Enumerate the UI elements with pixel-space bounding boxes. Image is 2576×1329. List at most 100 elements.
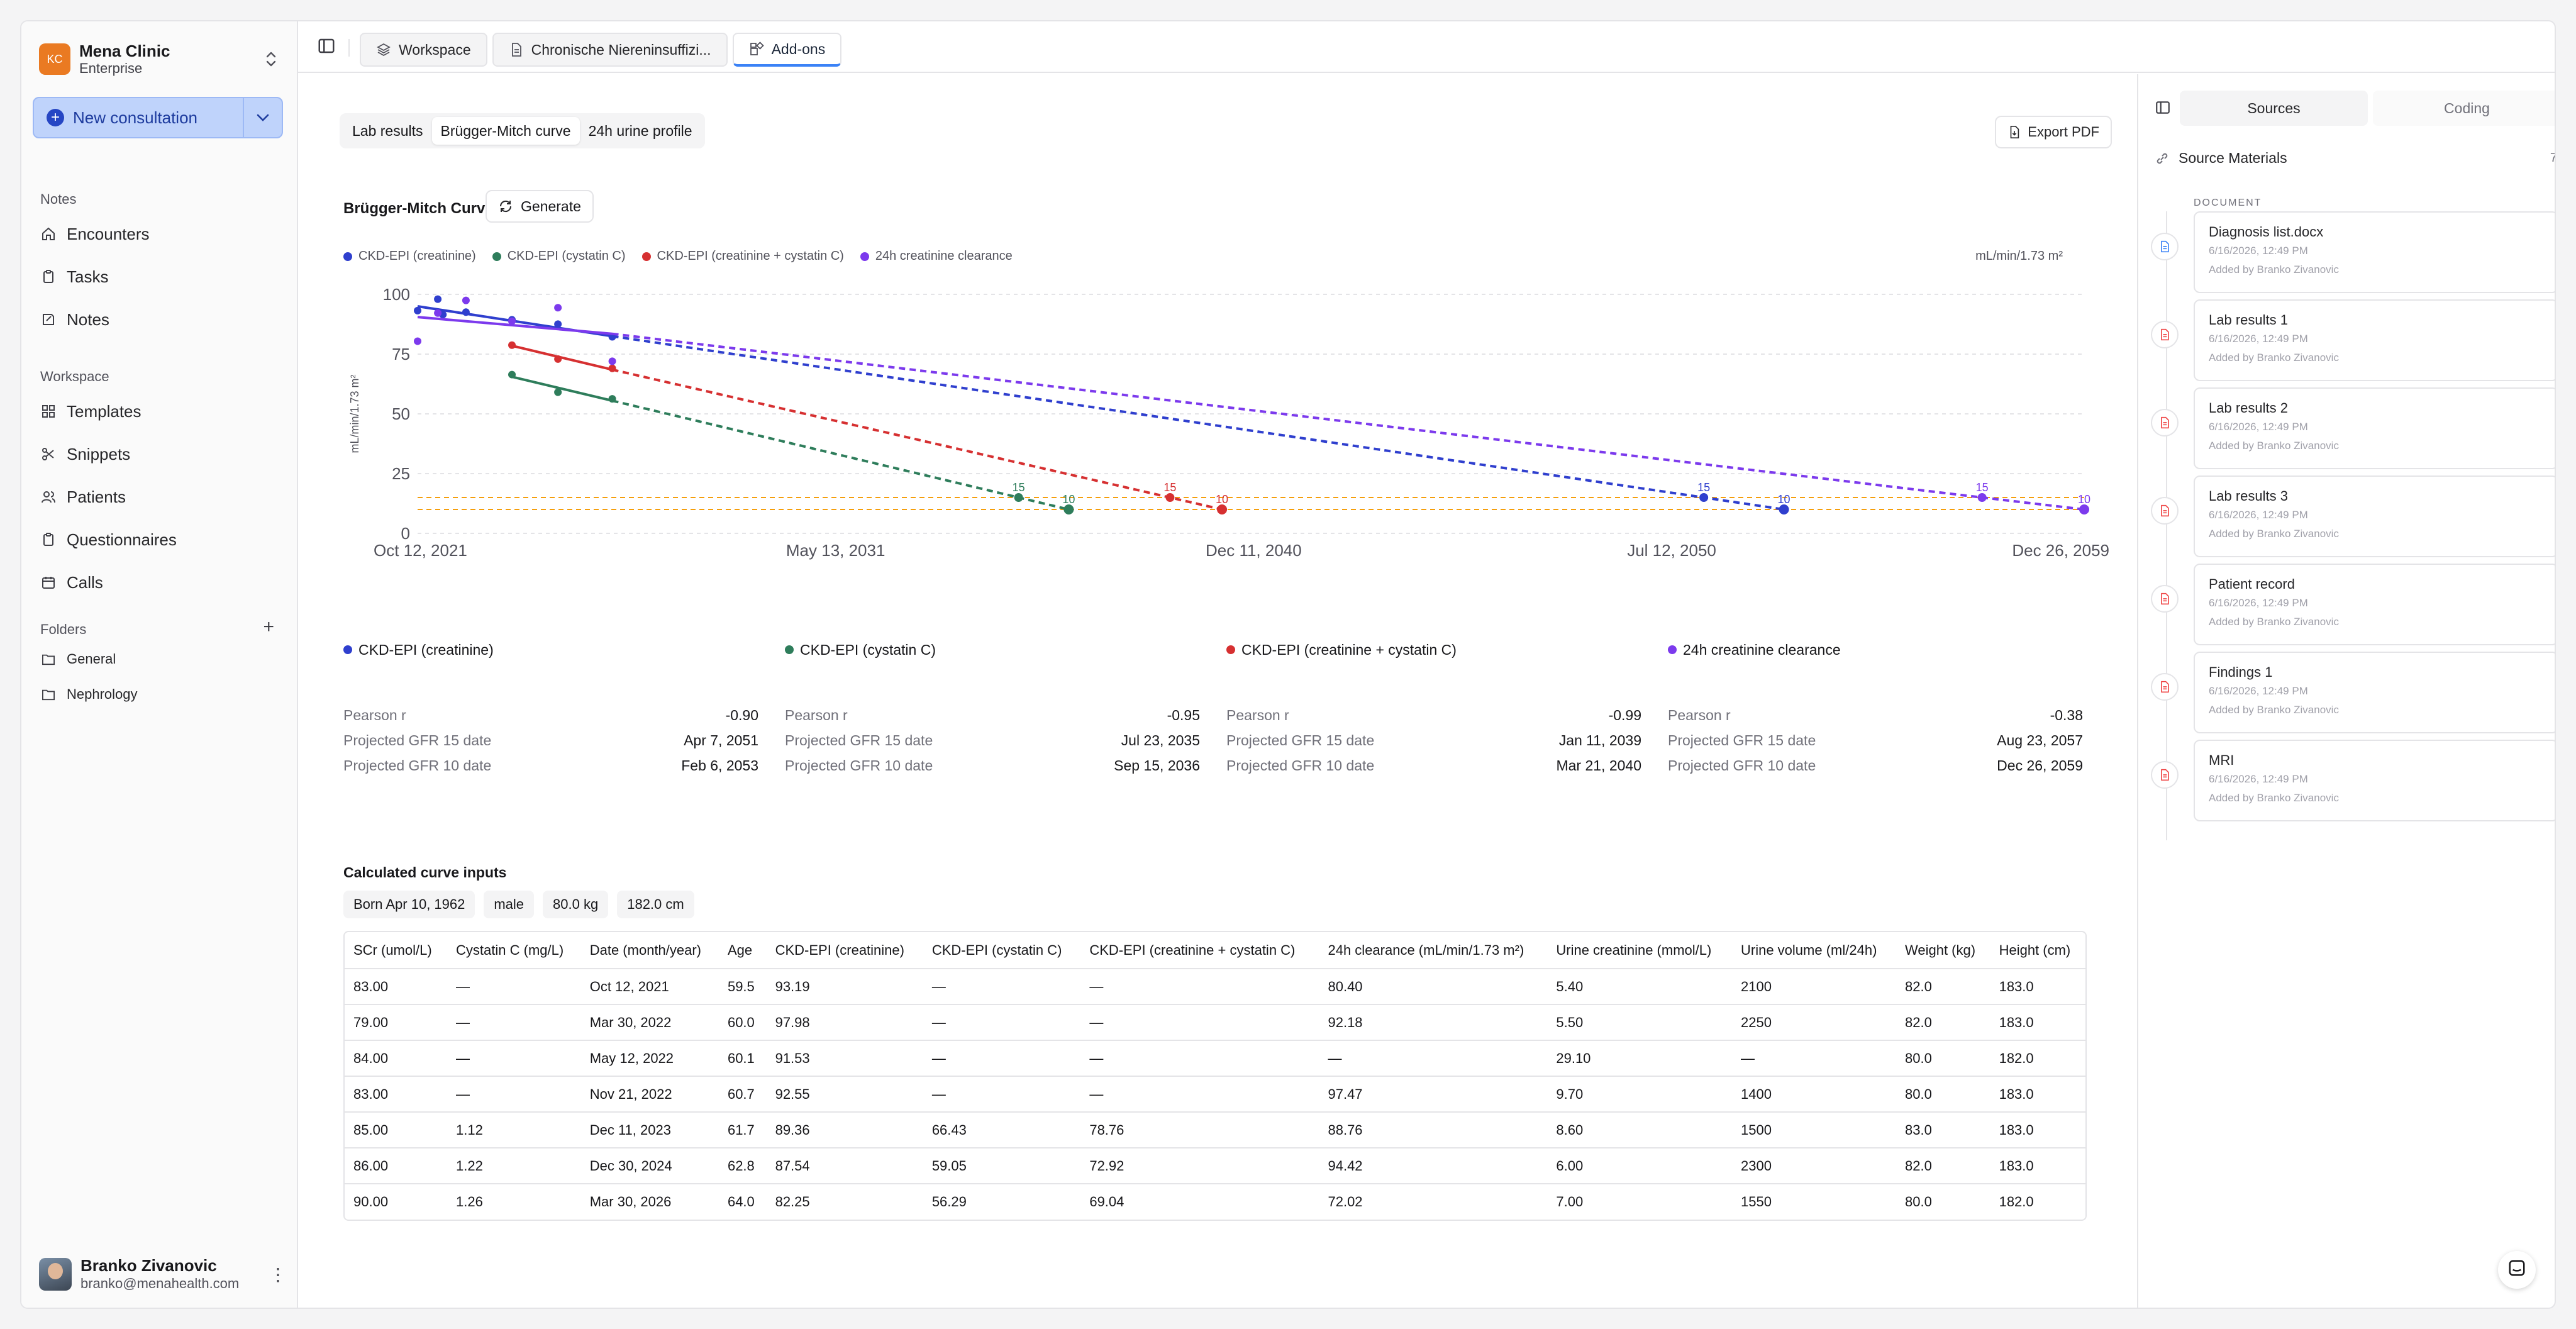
table-cell: 94.42	[1319, 1148, 1548, 1184]
table-cell: 79.00	[345, 1004, 448, 1041]
table-cell: —	[1080, 969, 1319, 1005]
source-card[interactable]: Patient record 6/16/2026, 12:49 PM Added b…	[2194, 564, 2555, 645]
nav-item-encounters[interactable]: Encounters	[40, 219, 279, 249]
new-consultation-main[interactable]: + New consultation	[34, 98, 243, 137]
projection-10-marker	[1063, 504, 1074, 514]
source-added-by: Added by Branko Zivanovic	[2209, 792, 2339, 804]
table-cell: —	[1080, 1076, 1319, 1113]
more-vertical-icon[interactable]: ⋮	[269, 1264, 287, 1284]
nav-label: Patients	[67, 487, 126, 506]
nav-item-calls[interactable]: Calls	[40, 567, 279, 598]
folder-label: General	[67, 651, 116, 667]
folder-item-general[interactable]: General	[40, 644, 279, 674]
export-pdf-button[interactable]: Export PDF	[1995, 116, 2112, 148]
subtab-24h-urine-profile[interactable]: 24h urine profile	[588, 122, 692, 139]
nav-item-questionnaires[interactable]: Questionnaires	[40, 525, 279, 555]
docx-icon	[2151, 233, 2179, 260]
org-plan: Enterprise	[79, 60, 143, 76]
scissors-icon	[40, 446, 57, 462]
tab-coding[interactable]: Coding	[2373, 91, 2555, 126]
nav-item-notes[interactable]: Notes	[40, 304, 279, 335]
chat-launcher-button[interactable]	[2498, 1251, 2536, 1289]
data-point	[462, 296, 470, 304]
table-cell: 93.19	[766, 969, 923, 1005]
chip-height: 182.0 cm	[617, 891, 694, 918]
table-cell: 1550	[1741, 1194, 1772, 1209]
table-cell: 182.0	[1999, 1194, 2034, 1209]
table-cell: 183.0	[1990, 1112, 2085, 1148]
source-title: Findings 1	[2209, 664, 2273, 680]
table-cell: Oct 12, 2021	[580, 969, 719, 1005]
nav-item-tasks[interactable]: Tasks	[40, 262, 279, 292]
chevron-updown-icon[interactable]	[262, 47, 280, 72]
tab-chronische-niereninsuffizienz[interactable]: Chronische Niereninsuffizi...	[492, 33, 728, 67]
plus-circle-icon: +	[47, 109, 64, 126]
org-switcher[interactable]: KC Mena Clinic Enterprise	[39, 40, 280, 78]
source-card[interactable]: Diagnosis list.docx 6/16/2026, 12:49 PM Ad…	[2194, 211, 2555, 293]
data-point	[508, 317, 516, 325]
nav-item-templates[interactable]: Templates	[40, 396, 279, 426]
series-projection-line	[612, 332, 2085, 511]
table-cell: 72.02	[1328, 1194, 1363, 1209]
add-folder-plus-icon[interactable]: +	[263, 616, 274, 637]
folder-icon	[40, 651, 57, 667]
tab-label: Chronische Niereninsuffizi...	[531, 41, 711, 58]
source-card[interactable]: Lab results 3 6/16/2026, 12:49 PM Added by…	[2194, 475, 2555, 557]
table-cell: —	[923, 1004, 1081, 1041]
table-cell: 1.26	[456, 1194, 483, 1209]
chevron-down-icon[interactable]	[243, 98, 282, 137]
nav-item-snippets[interactable]: Snippets	[40, 439, 279, 469]
table-cell: 83.00	[345, 969, 448, 1005]
source-card[interactable]: Lab results 2 6/16/2026, 12:49 PM Added by…	[2194, 387, 2555, 469]
table-cell: 89.36	[766, 1112, 923, 1148]
stat-pearson: -0.38	[2050, 707, 2083, 723]
sidebar-toggle-icon[interactable]	[317, 36, 337, 57]
source-card[interactable]: MRI 6/16/2026, 12:49 PM Added by Branko Zi…	[2194, 740, 2555, 821]
folder-item-nephrology[interactable]: Nephrology	[40, 679, 279, 709]
stat-gfr15: Aug 23, 2057	[1997, 732, 2083, 748]
table-cell: 82.0	[1896, 1148, 1990, 1184]
table-cell: 85.00	[345, 1112, 448, 1148]
export-label: Export PDF	[2028, 124, 2099, 140]
org-name: Mena Clinic	[79, 42, 170, 60]
source-date: 6/16/2026, 12:49 PM	[2209, 509, 2308, 521]
table-cell: —	[447, 1004, 581, 1041]
grid-icon	[40, 403, 57, 420]
source-card[interactable]: Findings 1 6/16/2026, 12:49 PM Added by Br…	[2194, 652, 2555, 733]
table-cell: Mar 30, 2022	[580, 1004, 719, 1041]
home-icon	[40, 226, 57, 242]
table-cell: 97.47	[1319, 1076, 1548, 1113]
source-title: Diagnosis list.docx	[2209, 224, 2324, 240]
new-consultation-button[interactable]: + New consultation	[33, 97, 283, 138]
panel-toggle-icon[interactable]	[2155, 99, 2172, 117]
source-count: 7	[2550, 151, 2555, 165]
tab-workspace[interactable]: Workspace	[360, 33, 487, 67]
nav-item-patients[interactable]: Patients	[40, 482, 279, 512]
tab-add-ons[interactable]: Add-ons	[732, 33, 842, 67]
user-menu[interactable]: Branko Zivanovic branko@menahealth.com ⋮	[39, 1252, 287, 1296]
chip-born: Born Apr 10, 1962	[343, 891, 475, 918]
stats-series-name: 24h creatinine clearance	[1683, 641, 1841, 658]
source-date: 6/16/2026, 12:49 PM	[2209, 421, 2308, 433]
table-cell: 62.8	[718, 1148, 767, 1184]
tab-sources[interactable]: Sources	[2180, 91, 2368, 126]
generate-button[interactable]: Generate	[486, 190, 594, 223]
avatar	[39, 1258, 72, 1291]
table-row: 83.00— Nov 21, 2022 60.7 92.55— —97.47 9.70 14…	[345, 1076, 2085, 1113]
source-date: 6/16/2026, 12:49 PM	[2209, 773, 2308, 785]
table-cell: May 12, 2022	[580, 1040, 719, 1077]
data-point	[508, 370, 516, 379]
data-point	[554, 388, 562, 396]
data-point	[434, 309, 442, 317]
table-cell: 64.0	[727, 1194, 755, 1209]
subtab-lab-results[interactable]: Lab results	[352, 122, 423, 139]
chart-legend: CKD-EPI (creatinine) CKD-EPI (cystatin C…	[343, 249, 1013, 264]
stat-label: Pearson r	[785, 707, 848, 723]
tab-label: Add-ons	[771, 40, 826, 57]
table-body: 83.00— Oct 12, 2021 59.5 93.19— —80.40 5.40 21…	[345, 969, 2085, 1220]
source-card[interactable]: Lab results 1 6/16/2026, 12:49 PM Added by…	[2194, 299, 2555, 381]
curve-inputs-table: SCr (umol/L) Cystatin C (mg/L) Date (month…	[343, 931, 2087, 1221]
table-cell: 87.54	[766, 1148, 923, 1184]
table-cell: Nov 21, 2022	[580, 1076, 719, 1113]
subtab-brugger-mitch-curve[interactable]: Brügger-Mitch curve	[431, 117, 580, 145]
